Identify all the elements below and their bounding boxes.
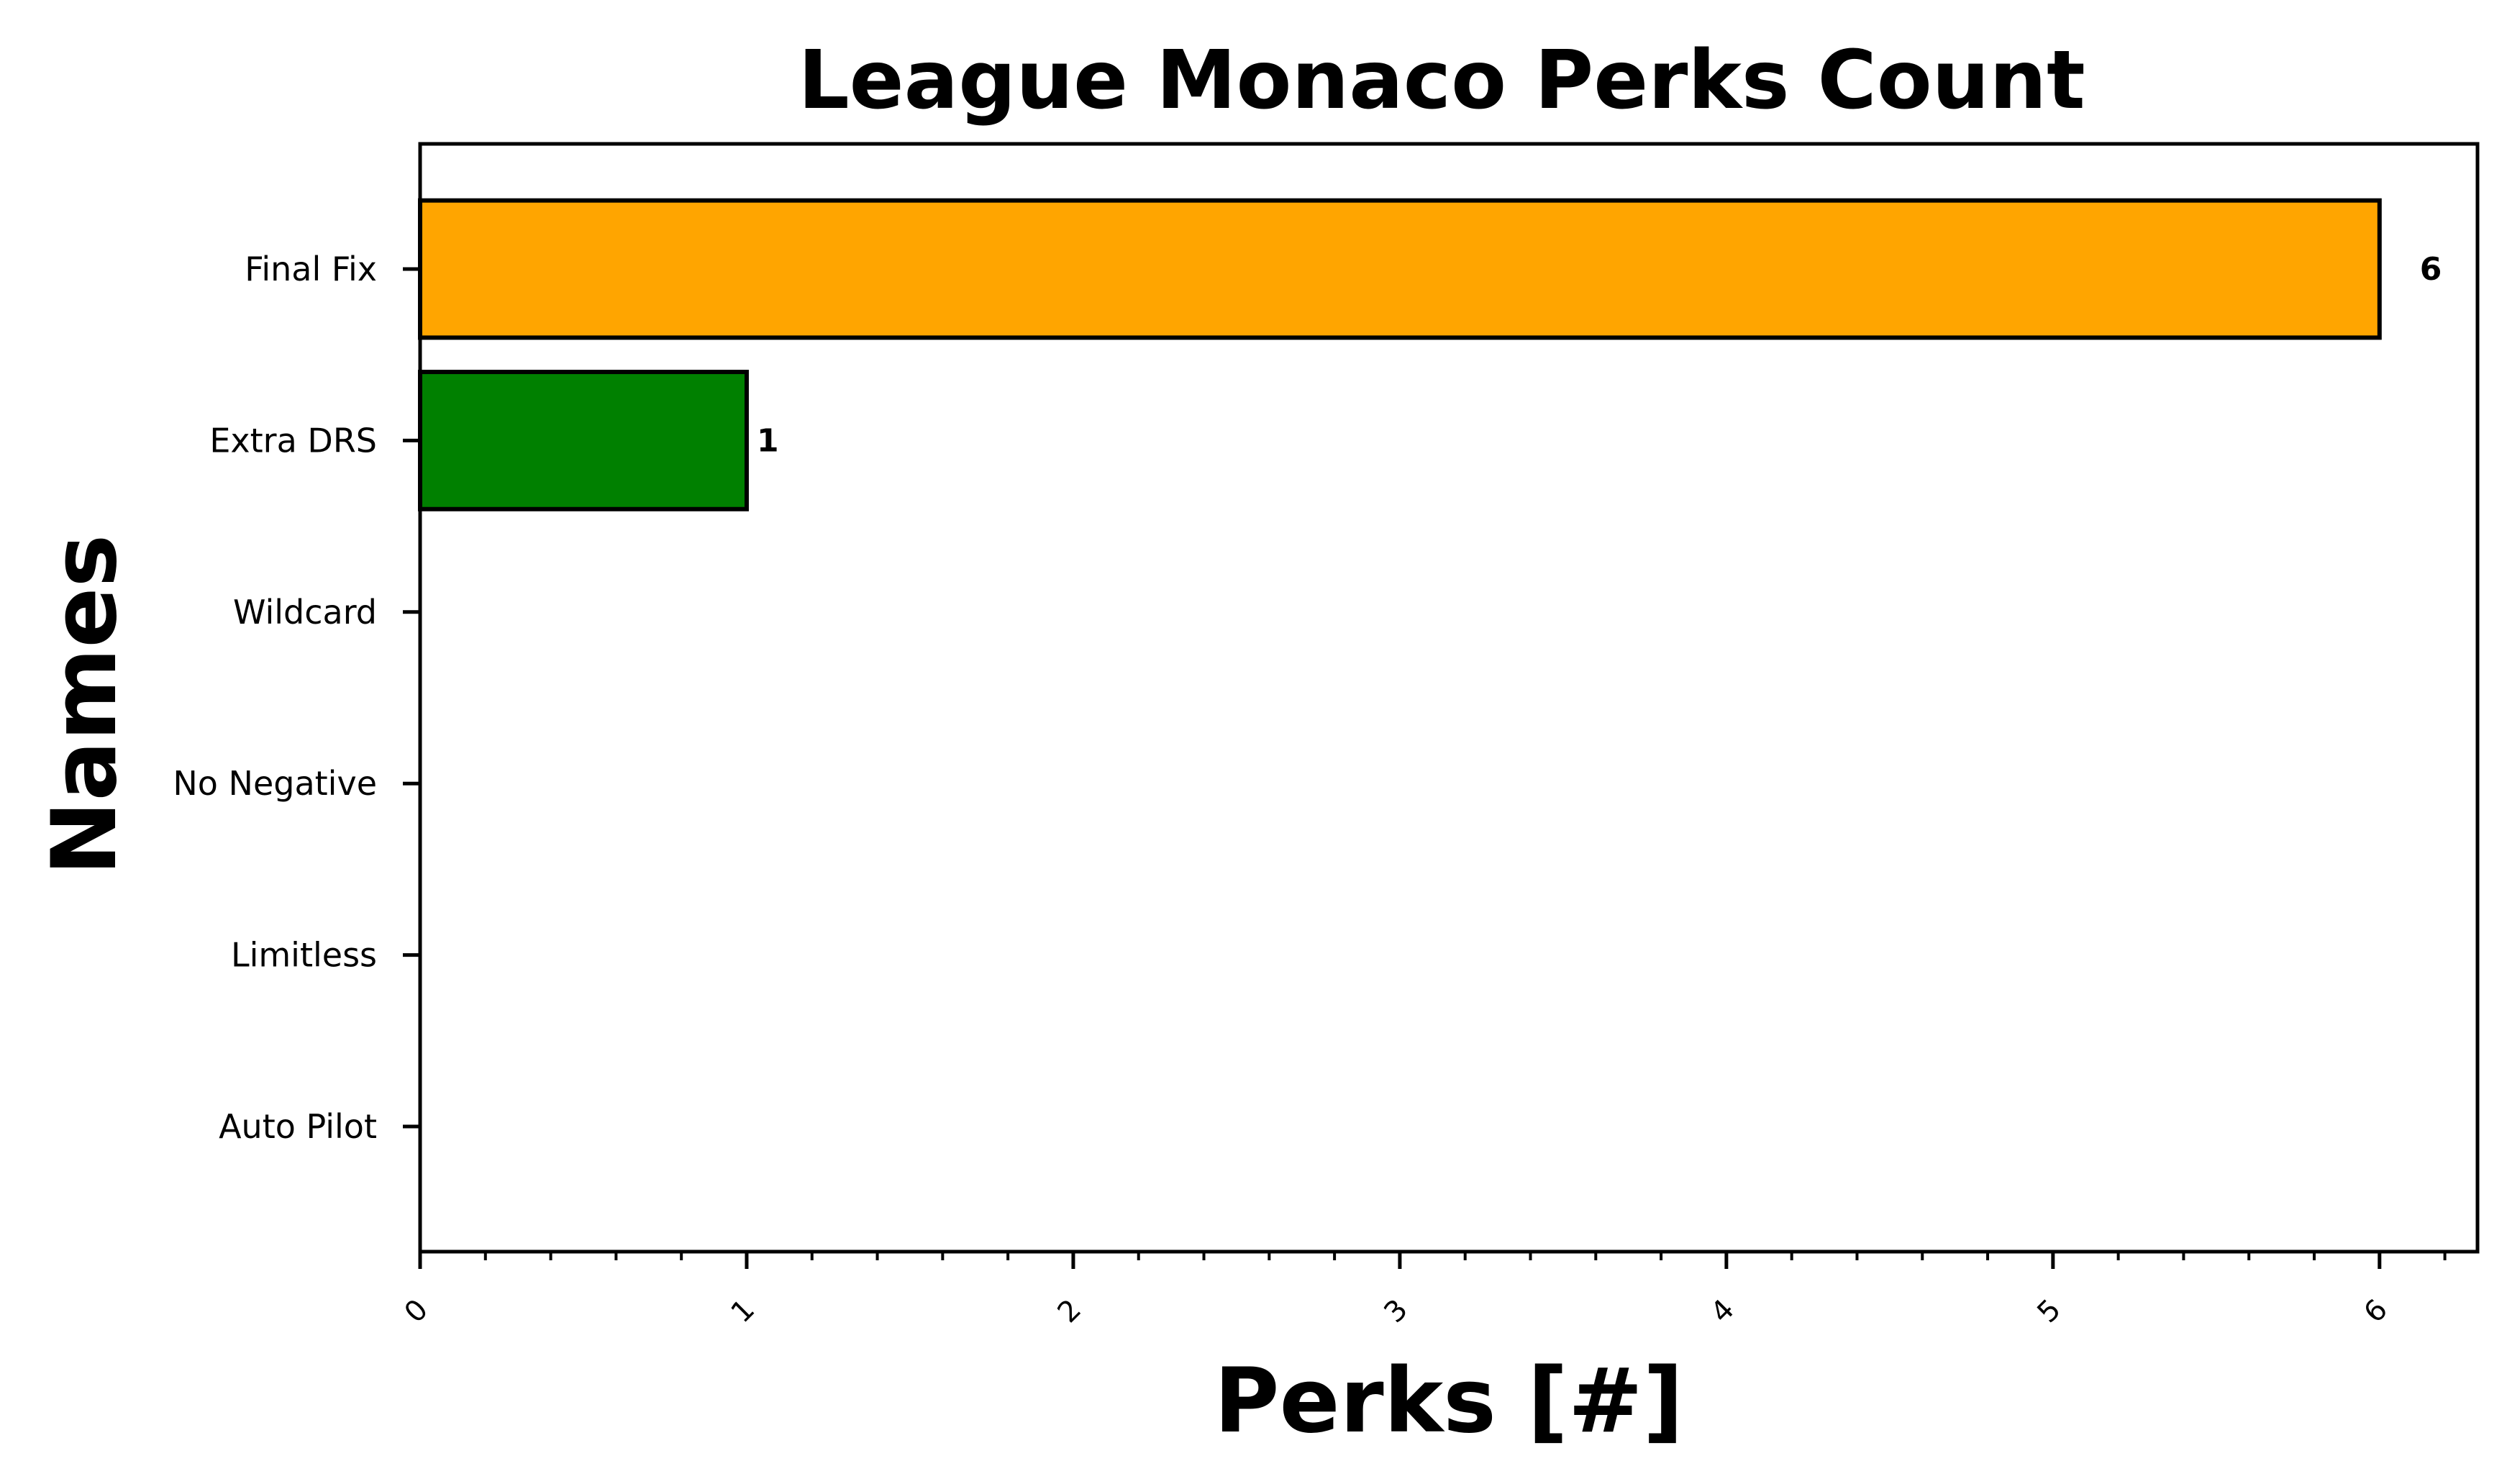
y-tick-label-no-negative: No Negative (173, 764, 377, 803)
bar-extra-drs (418, 370, 749, 511)
x-tick-label-5: 5 (2031, 1293, 2067, 1330)
y-tick-label-auto-pilot: Auto Pilot (219, 1107, 377, 1146)
y-ticks: Final Fix Extra DRS Wildcard No Negative Lim… (173, 250, 420, 1146)
y-tick-label-final-fix: Final Fix (245, 250, 377, 288)
plot-frame (418, 142, 2480, 1254)
x-tick-label-2: 2 (1051, 1293, 1088, 1330)
x-tick-label-3: 3 (1378, 1293, 1414, 1330)
y-axis-label: Names (33, 534, 137, 876)
x-axis-label: Perks [#] (1214, 1349, 1684, 1453)
x-tick-label-6: 6 (2357, 1293, 2394, 1330)
y-tick-label-wildcard: Wildcard (233, 593, 377, 632)
chart-title: League Monaco Perks Count (798, 34, 2085, 127)
x-tick-label-1: 1 (725, 1293, 762, 1330)
bar-final-fix (418, 198, 2382, 340)
y-tick-label-limitless: Limitless (231, 936, 377, 975)
x-minor-ticks (483, 1252, 2447, 1260)
y-tick-label-extra-drs: Extra DRS (209, 421, 377, 460)
bars: 61 (418, 198, 2442, 511)
x-tick-label-0: 0 (399, 1293, 435, 1330)
x-ticks: 0 1 2 3 4 5 6 (399, 1252, 2394, 1329)
x-tick-label-4: 4 (1704, 1293, 1741, 1330)
data-label-extra-drs: 1 (757, 422, 779, 459)
data-label-final-fix: 6 (2420, 251, 2442, 288)
